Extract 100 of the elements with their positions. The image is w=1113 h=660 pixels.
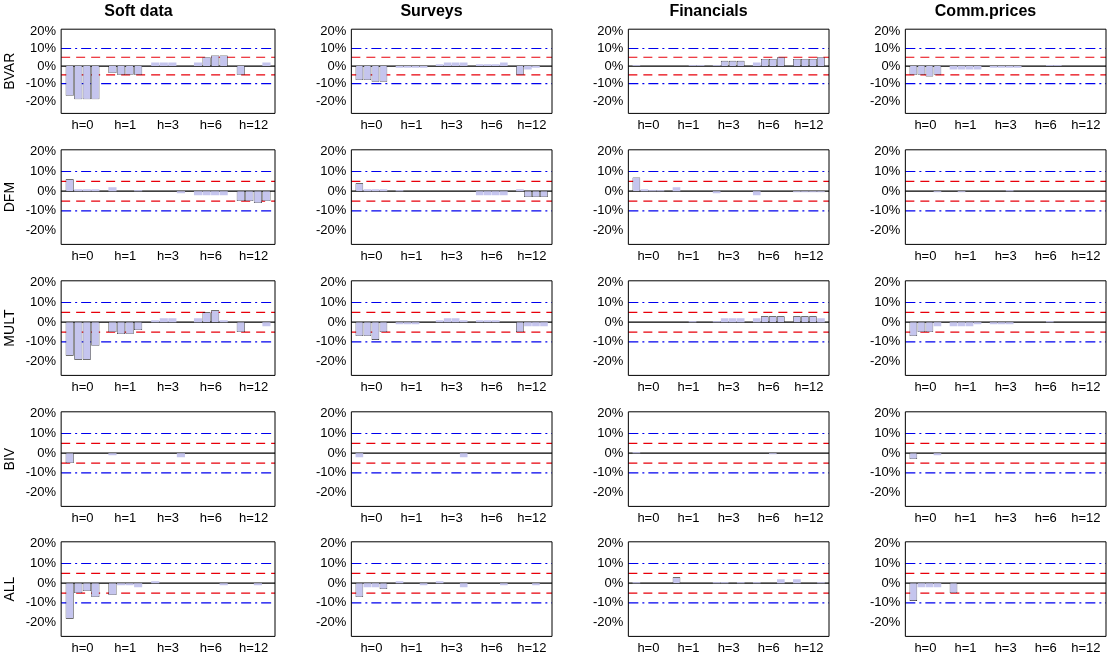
y-tick-label: 20% — [597, 274, 624, 290]
y-tick-label: 0% — [327, 57, 347, 73]
y-tick-label: 10% — [874, 555, 901, 571]
y-tick-label: -20% — [315, 352, 347, 368]
x-tick-label: h=12 — [238, 116, 269, 132]
y-tick-label: 20% — [320, 143, 347, 159]
y-tick-label: 10% — [874, 424, 901, 440]
y-tick-label: 0% — [604, 313, 624, 329]
y-tick-label: -10% — [25, 463, 57, 479]
x-tick-label: h=1 — [954, 378, 977, 394]
x-tick-label: h=12 — [1071, 378, 1101, 394]
y-tick-label: -10% — [25, 202, 57, 218]
y-tick-label: 20% — [320, 535, 347, 551]
y-tick-label: 20% — [874, 404, 901, 420]
y-tick-label: -20% — [869, 483, 901, 499]
y-tick-label: -20% — [869, 222, 901, 238]
x-tick-label: h=1 — [954, 640, 977, 656]
x-tick-label: h=12 — [1071, 640, 1101, 656]
x-tick-label: h=12 — [238, 247, 269, 263]
x-tick-label: h=6 — [199, 509, 222, 525]
x-tick-label: h=3 — [157, 509, 180, 525]
x-tick-label: h=3 — [994, 378, 1017, 394]
x-tick-label: h=0 — [360, 378, 383, 394]
x-tick-label: h=3 — [717, 378, 740, 394]
x-tick-label: h=3 — [994, 509, 1017, 525]
y-tick-label: 0% — [37, 182, 57, 198]
x-tick-label: h=0 — [914, 378, 937, 394]
y-tick-label: 10% — [30, 163, 57, 179]
y-tick-label: -10% — [592, 463, 624, 479]
y-tick-label: 20% — [30, 535, 57, 551]
y-tick-label: 20% — [874, 535, 901, 551]
x-tick-label: h=12 — [1071, 116, 1101, 132]
y-tick-label: -20% — [592, 614, 624, 630]
x-tick-label: h=0 — [360, 640, 383, 656]
x-tick-label: h=0 — [71, 247, 94, 263]
x-tick-label: h=6 — [1034, 247, 1057, 263]
y-tick-label: -20% — [315, 92, 347, 108]
y-tick-label: -10% — [869, 202, 901, 218]
x-tick-label: h=0 — [637, 378, 660, 394]
y-tick-label: -20% — [315, 222, 347, 238]
y-tick-label: -20% — [592, 92, 624, 108]
y-tick-label: 10% — [597, 293, 624, 309]
y-tick-label: -10% — [315, 333, 347, 349]
y-tick-label: -10% — [592, 202, 624, 218]
x-tick-label: h=1 — [677, 378, 700, 394]
x-tick-label: h=3 — [717, 116, 740, 132]
x-tick-label: h=1 — [400, 247, 423, 263]
y-tick-label: 0% — [604, 575, 624, 591]
y-axis-title: BIV — [1, 446, 18, 470]
y-tick-label: -20% — [315, 483, 347, 499]
x-tick-label: h=3 — [717, 640, 740, 656]
x-tick-label: h=6 — [480, 509, 503, 525]
y-tick-label: 0% — [604, 182, 624, 198]
y-tick-label: 10% — [874, 40, 901, 56]
y-tick-label: -10% — [869, 333, 901, 349]
x-tick-label: h=0 — [71, 378, 94, 394]
x-tick-label: h=3 — [440, 640, 463, 656]
x-tick-label: h=3 — [157, 116, 180, 132]
y-tick-label: -20% — [592, 352, 624, 368]
x-tick-label: h=12 — [794, 640, 824, 656]
x-tick-label: h=12 — [794, 509, 824, 525]
x-tick-label: h=6 — [199, 116, 222, 132]
y-tick-label: 20% — [597, 143, 624, 159]
x-tick-label: h=12 — [238, 640, 269, 656]
y-tick-label: 0% — [37, 444, 57, 460]
x-tick-label: h=1 — [400, 509, 423, 525]
y-tick-label: -20% — [25, 352, 57, 368]
y-tick-label: 20% — [320, 22, 347, 38]
y-tick-label: 20% — [597, 535, 624, 551]
bar — [752, 191, 761, 196]
y-tick-label: -10% — [869, 463, 901, 479]
y-tick-label: 0% — [37, 57, 57, 73]
x-tick-label: h=1 — [400, 378, 423, 394]
x-tick-label: h=6 — [480, 247, 503, 263]
y-tick-label: 10% — [320, 293, 347, 309]
x-tick-label: h=12 — [517, 640, 547, 656]
x-tick-label: h=6 — [480, 640, 503, 656]
y-tick-label: 10% — [597, 555, 624, 571]
x-tick-label: h=12 — [794, 116, 824, 132]
y-tick-label: -20% — [25, 614, 57, 630]
y-tick-label: -20% — [25, 92, 57, 108]
y-tick-label: 0% — [327, 575, 347, 591]
x-tick-label: h=3 — [440, 378, 463, 394]
x-tick-label: h=3 — [157, 247, 180, 263]
y-axis-title: ALL — [1, 576, 18, 602]
x-tick-label: h=3 — [157, 640, 180, 656]
x-tick-label: h=6 — [1034, 116, 1057, 132]
x-tick-label: h=12 — [794, 378, 824, 394]
x-tick-label: h=1 — [677, 509, 700, 525]
x-tick-label: h=3 — [994, 247, 1017, 263]
x-tick-label: h=3 — [440, 509, 463, 525]
x-tick-label: h=0 — [360, 247, 383, 263]
x-tick-label: h=3 — [994, 116, 1017, 132]
chart-title: Comm.prices — [934, 2, 1037, 20]
chart-title: Financials — [669, 2, 748, 20]
bar — [262, 321, 271, 326]
y-tick-label: 10% — [320, 40, 347, 56]
y-tick-label: 0% — [881, 182, 901, 198]
y-tick-label: 20% — [30, 143, 57, 159]
x-tick-label: h=3 — [157, 378, 180, 394]
